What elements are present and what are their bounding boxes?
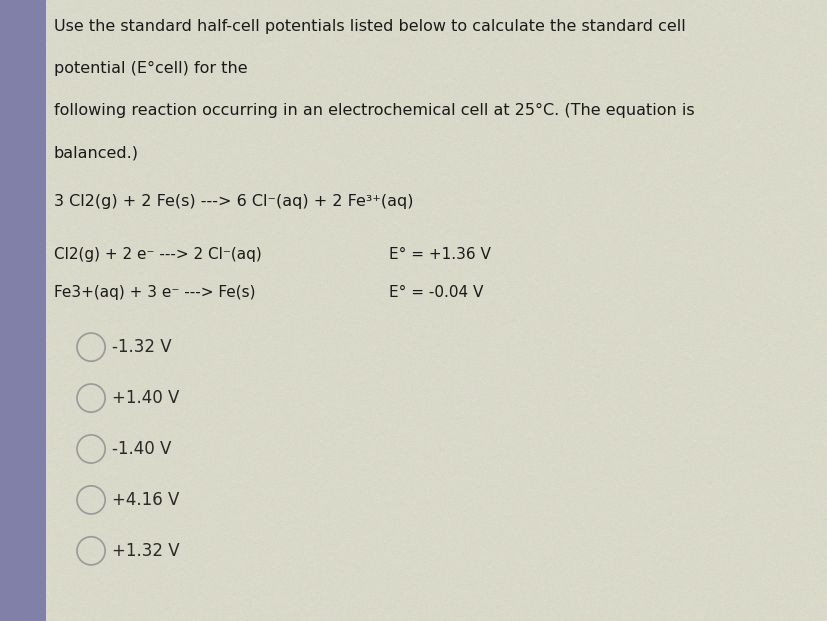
Text: -1.40 V: -1.40 V bbox=[112, 440, 171, 458]
Text: following reaction occurring in an electrochemical cell at 25°C. (The equation i: following reaction occurring in an elect… bbox=[54, 103, 694, 118]
Text: E° = -0.04 V: E° = -0.04 V bbox=[389, 285, 483, 300]
Text: +1.32 V: +1.32 V bbox=[112, 542, 179, 560]
Text: Use the standard half-cell potentials listed below to calculate the standard cel: Use the standard half-cell potentials li… bbox=[54, 19, 685, 34]
Text: potential (E°cell) for the: potential (E°cell) for the bbox=[54, 61, 247, 76]
Bar bbox=[0, 0, 45, 621]
Text: -1.32 V: -1.32 V bbox=[112, 338, 171, 356]
Text: balanced.): balanced.) bbox=[54, 145, 139, 160]
Text: Cl2(g) + 2 e⁻ ---> 2 Cl⁻(aq): Cl2(g) + 2 e⁻ ---> 2 Cl⁻(aq) bbox=[54, 247, 261, 261]
Text: 3 Cl2(g) + 2 Fe(s) ---> 6 Cl⁻(aq) + 2 Fe³⁺(aq): 3 Cl2(g) + 2 Fe(s) ---> 6 Cl⁻(aq) + 2 Fe… bbox=[54, 194, 413, 209]
Text: E° = +1.36 V: E° = +1.36 V bbox=[389, 247, 490, 261]
Text: +4.16 V: +4.16 V bbox=[112, 491, 179, 509]
Text: +1.40 V: +1.40 V bbox=[112, 389, 179, 407]
Text: Fe3+(aq) + 3 e⁻ ---> Fe(s): Fe3+(aq) + 3 e⁻ ---> Fe(s) bbox=[54, 285, 255, 300]
